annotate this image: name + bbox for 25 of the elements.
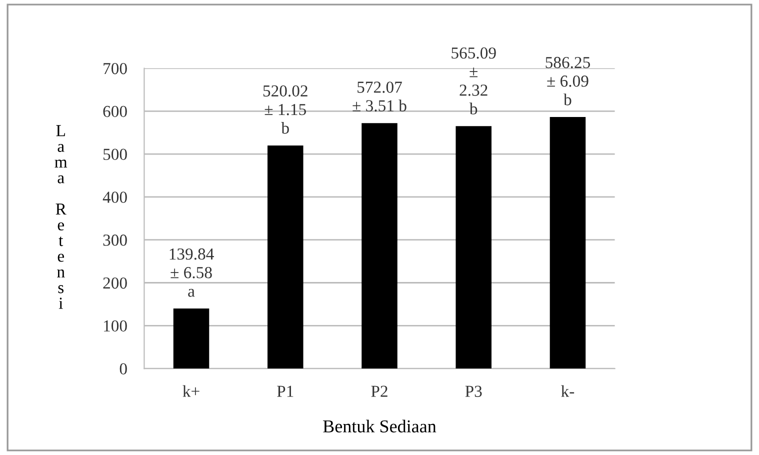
bar (550, 117, 586, 369)
y-tick-label: 700 (104, 62, 127, 74)
data-label: 565.09 ± 2.32 b (452, 47, 496, 114)
bar (362, 123, 398, 369)
y-tick-label: 0 (120, 363, 127, 374)
text: Lama Retensi (54, 125, 68, 309)
x-axis-title: Bentuk Sediaan (323, 420, 436, 432)
y-tick-label: 500 (104, 148, 127, 160)
x-tick-label: P3 (465, 386, 482, 397)
data-label: 572.07 ± 3.51 b (352, 82, 406, 112)
y-tick-label: 400 (102, 192, 127, 203)
bar (456, 126, 492, 369)
data-label: 586.25 ± 6.09 b (546, 56, 590, 106)
bar (268, 145, 304, 369)
data-label: 520.02 ± 1.15 b (263, 85, 308, 134)
bar (173, 308, 210, 369)
x-tick-label: k- (561, 385, 574, 397)
y-tick-label: 200 (103, 277, 127, 289)
y-tick-label: 100 (104, 320, 127, 332)
y-tick-label: 600 (103, 106, 127, 118)
x-tick-label: k+ (182, 385, 200, 397)
x-tick-label: P2 (371, 386, 388, 397)
x-tick-label: P1 (277, 386, 294, 397)
data-label: 139.84 ± 6.58 a (170, 248, 214, 297)
y-tick-label: 300 (103, 234, 127, 246)
